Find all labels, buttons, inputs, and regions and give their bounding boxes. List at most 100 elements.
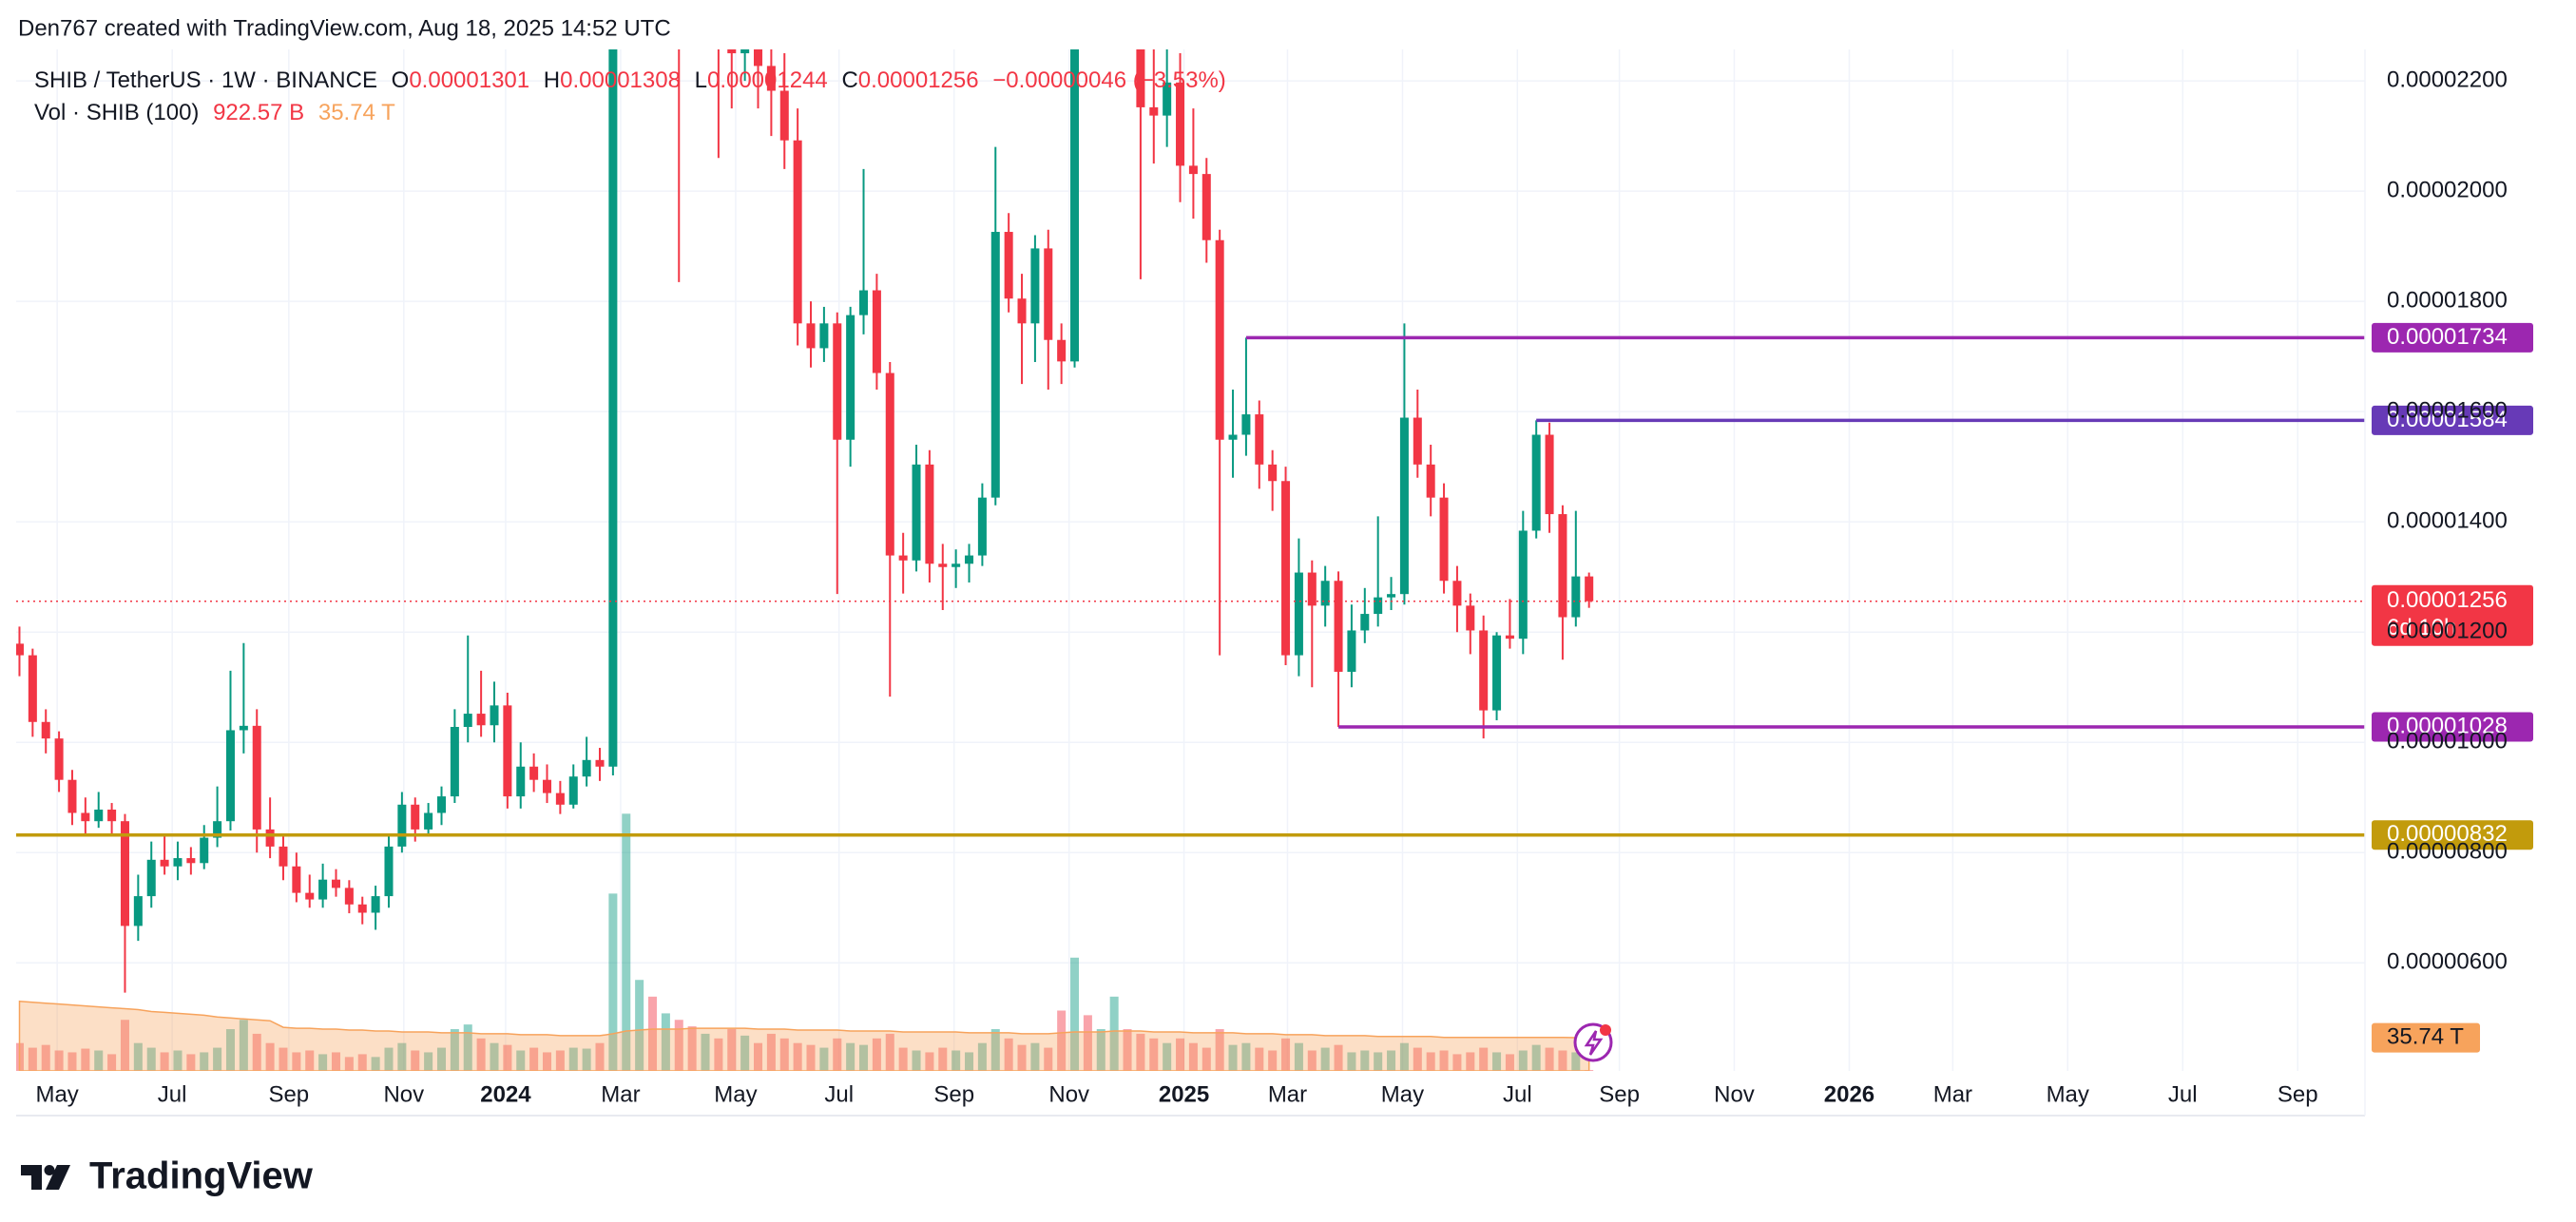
- y-tick-label: 0.00000800: [2387, 839, 2508, 865]
- y-tick-label: 0.00002200: [2387, 67, 2508, 92]
- volume-bar: [67, 1052, 77, 1071]
- candle-body: [81, 812, 90, 822]
- candle-body: [160, 859, 169, 867]
- candle-body: [542, 779, 552, 793]
- o-label: O: [392, 67, 410, 93]
- volume-bar: [292, 1052, 301, 1071]
- volume-bar: [912, 1050, 921, 1071]
- grid: [16, 49, 2365, 1071]
- candle-body: [1531, 434, 1541, 531]
- volume-bar: [463, 1024, 472, 1071]
- candle-body: [107, 810, 117, 822]
- volume-bar: [1004, 1038, 1013, 1071]
- candle-body: [1044, 248, 1053, 340]
- candle-body: [476, 714, 486, 726]
- candle-body: [411, 804, 420, 830]
- volume-bar: [872, 1038, 881, 1071]
- logo-text: TradingView: [89, 1155, 314, 1197]
- current-price-box: [2372, 584, 2533, 646]
- volume-bar: [1320, 1047, 1330, 1071]
- volume-bar: [952, 1050, 961, 1071]
- x-tick-label: Sep: [268, 1081, 309, 1107]
- candle-body: [1307, 572, 1317, 606]
- volume-bar: [1531, 1044, 1541, 1071]
- volume-bar: [120, 1020, 129, 1071]
- volume-bar: [1149, 1038, 1159, 1071]
- candle-body: [1492, 635, 1502, 711]
- h-label: H: [544, 67, 560, 93]
- volume-bar: [411, 1050, 420, 1071]
- volume-bar: [779, 1038, 789, 1071]
- volume-bar: [239, 1020, 248, 1071]
- candle-body: [1241, 414, 1251, 435]
- candle-body: [925, 464, 934, 564]
- candle-body: [1281, 481, 1291, 656]
- candle-body: [740, 49, 750, 54]
- volume-bar: [1374, 1052, 1383, 1071]
- volume-bar: [1360, 1050, 1370, 1071]
- volume-bar: [490, 1042, 499, 1071]
- x-tick-label: May: [714, 1081, 757, 1107]
- volume-bar: [635, 980, 644, 1071]
- volume-bar: [344, 1057, 354, 1071]
- candle-body: [1017, 298, 1027, 324]
- candle-body: [186, 858, 196, 864]
- candle-body: [1320, 581, 1330, 606]
- volume-bar: [41, 1044, 50, 1071]
- volume-bar: [1163, 1042, 1172, 1071]
- x-tick-label: Sep: [933, 1081, 974, 1107]
- candle-body: [529, 766, 539, 780]
- volume-bar: [1176, 1038, 1185, 1071]
- logo: TradingView: [21, 1155, 314, 1197]
- candle-body: [120, 821, 129, 926]
- candle-body: [1387, 594, 1396, 598]
- volume-bar: [1188, 1042, 1198, 1071]
- volume-bar: [318, 1054, 328, 1071]
- candle-body: [1439, 497, 1449, 582]
- volume-bar: [1545, 1047, 1554, 1071]
- volume-bar: [1255, 1047, 1264, 1071]
- volume-bar: [766, 1033, 776, 1071]
- volume-bar: [542, 1052, 552, 1071]
- candle-body: [1188, 165, 1198, 175]
- x-tick-label: May: [35, 1081, 78, 1107]
- candle-body: [424, 812, 433, 830]
- alert-bolt: [1584, 1030, 1604, 1056]
- candle-body: [859, 290, 869, 315]
- y-tick-label: 0.00001600: [2387, 397, 2508, 423]
- candle-body: [1426, 464, 1435, 498]
- c-label: C: [841, 67, 857, 93]
- volume-bar: [833, 1038, 842, 1071]
- x-tick-label: Sep: [2278, 1081, 2318, 1107]
- x-tick-label: Mar: [1268, 1081, 1307, 1107]
- candle-body: [912, 464, 921, 561]
- volume-bar: [1281, 1038, 1291, 1071]
- candle-body: [766, 66, 776, 91]
- volume-bar: [54, 1050, 64, 1071]
- volume-bar: [213, 1047, 222, 1071]
- y-tick-label: 0.00001400: [2387, 508, 2508, 534]
- candle-body: [292, 866, 301, 893]
- candle-body: [1399, 417, 1409, 595]
- x-tick-label: Nov: [383, 1081, 424, 1107]
- candle-body: [516, 766, 526, 797]
- candle-body: [67, 779, 77, 813]
- volume-bar: [186, 1054, 196, 1071]
- volume-ma-label: 35.74 T: [2387, 1023, 2464, 1049]
- l-label: L: [695, 67, 707, 93]
- volume-bar: [1558, 1050, 1567, 1071]
- volume-bar: [1241, 1042, 1251, 1071]
- candle-body: [1149, 106, 1159, 116]
- candle-body: [133, 896, 143, 926]
- candle-body: [16, 643, 24, 656]
- candle-body: [1057, 339, 1067, 362]
- legend-ohlc: SHIB / TetherUS · 1W · BINANCE O0.000013…: [34, 67, 1226, 93]
- volume-pane: [16, 813, 1594, 1071]
- candle-body: [357, 904, 367, 913]
- alert-icon[interactable]: [1573, 1022, 1613, 1062]
- volume-bar: [1057, 1010, 1067, 1071]
- volume-bar: [1215, 1029, 1224, 1071]
- change: −0.00000046 (−3.53%): [992, 67, 1226, 93]
- volume-bar: [846, 1042, 855, 1071]
- volume-bar: [1387, 1050, 1396, 1071]
